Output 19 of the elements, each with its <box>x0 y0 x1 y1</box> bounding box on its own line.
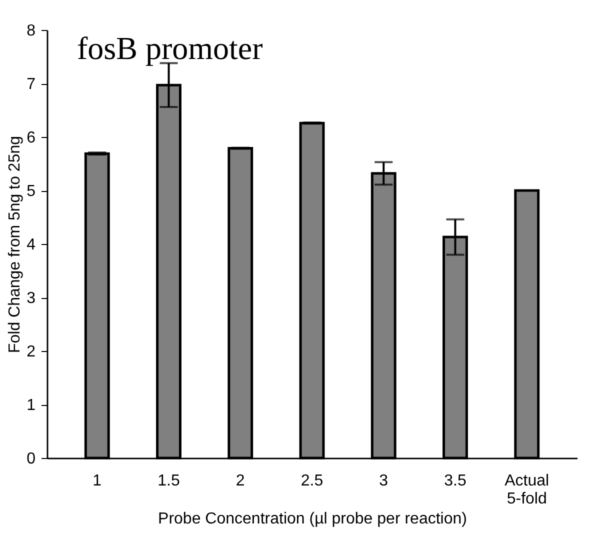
y-tick-label: 6 <box>26 130 36 146</box>
x-tick-label: 1 <box>92 472 102 490</box>
y-axis-title: Fold Change from 5ng to 25ng <box>6 136 24 354</box>
chart-title: fosB promoter <box>77 30 264 66</box>
y-tick-label: 5 <box>26 183 36 200</box>
x-tick-label: 3.5 <box>444 472 466 490</box>
x-tick-label: 2.5 <box>300 472 324 490</box>
y-tick-label: 1 <box>26 397 36 414</box>
y-tick-label: 3 <box>26 290 36 307</box>
y-tick-label: 8 <box>26 22 36 40</box>
x-tick-label: 2 <box>236 472 245 490</box>
x-tick-label: 3 <box>379 472 388 490</box>
y-tick-label: 7 <box>26 76 36 93</box>
y-tick-label: 2 <box>26 344 36 360</box>
x-axis-title: Probe Concentration (µl probe per reaction) <box>158 510 467 528</box>
x-tick-label: Actual 5-fold <box>504 472 550 508</box>
x-tick-label: 1.5 <box>158 472 180 490</box>
y-tick-label: 4 <box>26 236 36 254</box>
y-tick-label: 0 <box>26 450 36 468</box>
